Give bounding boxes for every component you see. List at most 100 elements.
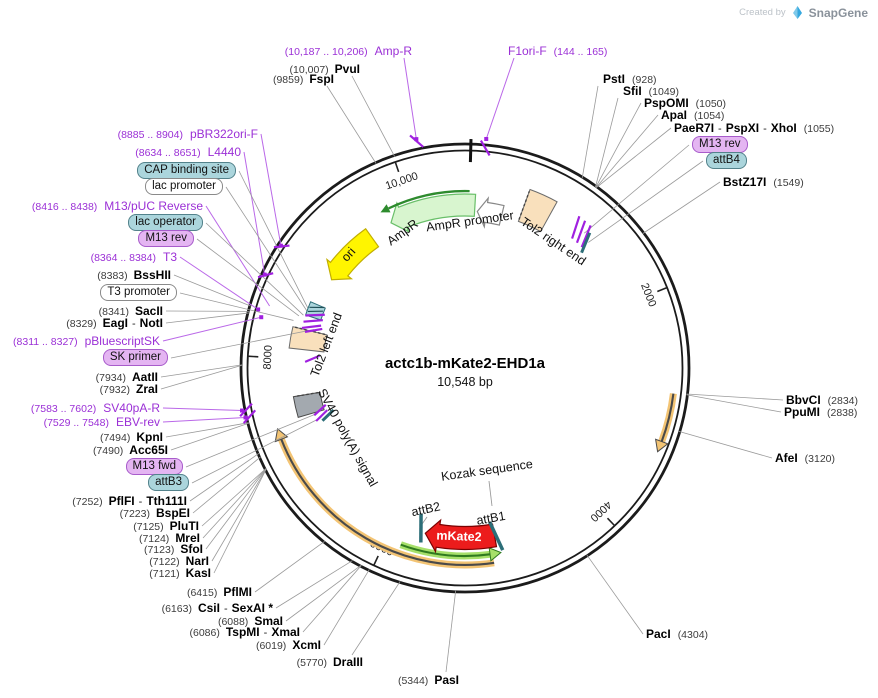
enzyme-label-smai[interactable]: (6088) SmaI [218, 613, 283, 629]
feature-ori[interactable] [326, 227, 380, 281]
enzyme-label-bstz17i[interactable]: BstZ17I (1549) [723, 174, 804, 190]
enzyme-label-sacii[interactable]: (8341) SacII [99, 303, 163, 319]
site-mark-purple-10 [239, 402, 253, 417]
primer-label-l4440[interactable]: (8634 .. 8651) L4440 [135, 144, 241, 160]
enzyme-label-pflfi-tth111i[interactable]: (7252) PflFI - Tth111I [72, 493, 187, 509]
feature-box-label-t3-promoter[interactable]: T3 promoter [100, 284, 177, 301]
leader-line-bstz17i [642, 181, 721, 234]
primer-label-pbluescriptsk[interactable]: (8311 .. 8327) pBluescriptSK [13, 333, 160, 349]
enzyme-label-ppumi[interactable]: PpuMI (2838) [784, 404, 857, 420]
enzyme-label-sfoi[interactable]: (7123) SfoI [144, 541, 203, 557]
feature-mkate2[interactable] [424, 518, 498, 554]
leader-line-cap-binding-site [238, 170, 309, 309]
feature-box-label-cap-binding-site[interactable]: CAP binding site [137, 162, 236, 179]
feature-box-label-lac-operator[interactable]: lac operator [128, 214, 203, 231]
enzyme-name: KasI [185, 566, 211, 580]
enzyme-label-zrai[interactable]: (7932) ZraI [100, 381, 158, 397]
site-position: (3120) [804, 453, 836, 465]
enzyme-label-nari[interactable]: (7122) NarI [149, 553, 209, 569]
site-position: (7121) [149, 568, 180, 580]
enzyme-name: XhoI [770, 121, 797, 135]
site-mark-purple-11 [242, 409, 257, 424]
enzyme-label-apai[interactable]: ApaI (1054) [661, 107, 724, 123]
enzyme-label-kasi[interactable]: (7121) KasI [149, 565, 211, 581]
primer-label-sv40pa-r[interactable]: (7583 .. 7602) SV40pA-R [31, 400, 160, 416]
primer-label-ebv-rev[interactable]: (7529 .. 7548) EBV-rev [44, 414, 160, 430]
site-position: (5344) [397, 675, 429, 687]
feature-box-label-m13-rev[interactable]: M13 rev [138, 230, 194, 247]
enzyme-label-csii-sexai[interactable]: (6163) CsiI - SexAI * [162, 600, 273, 616]
leader-line-zrai [160, 364, 243, 390]
feature-box-label-attb3[interactable]: attB3 [148, 474, 189, 491]
primer-label-m13-puc-reverse[interactable]: (8416 .. 8438) M13/pUC Reverse [32, 198, 203, 214]
enzyme-label-pasi[interactable]: (5344) PasI [398, 672, 459, 688]
feature-tol2-left-end[interactable] [288, 326, 328, 353]
enzyme-label-pflmi[interactable]: (6415) PflMI [187, 584, 252, 600]
enzyme-label-bbvci[interactable]: BbvCI (2834) [786, 392, 858, 408]
enzyme-label-afei[interactable]: AfeI (3120) [775, 450, 835, 466]
leader-line-pbluescriptsk [162, 316, 262, 342]
enzyme-name: ApaI [661, 108, 688, 122]
primer-range: (8364 .. 8384) [90, 252, 156, 264]
enzyme-label-paci[interactable]: PacI (4304) [646, 626, 708, 642]
site-mark-teal-3 [580, 232, 592, 254]
feature-box-label-m13-rev[interactable]: M13 rev [692, 136, 748, 153]
feature-box-label-sk-primer[interactable]: SK primer [102, 349, 168, 366]
feature-box-label-m13-fwd[interactable]: M13 fwd [125, 458, 183, 475]
enzyme-label-bspei[interactable]: (7223) BspEI [120, 505, 190, 521]
leader-line-sk-primer [170, 329, 314, 359]
feature-label-attb1: attB1 [475, 509, 506, 528]
site-position: (6415) [186, 587, 218, 599]
feature-ampr-promoter[interactable] [476, 196, 505, 229]
leader-line-attb3 [191, 417, 322, 484]
leader-line-eagi-noti [165, 312, 249, 324]
site-mark-purple-7 [305, 313, 325, 317]
enzyme-label-draiii[interactable]: (5770) DraIII [297, 654, 363, 670]
primer-site-dot-f1ori-f [484, 136, 489, 141]
enzyme-label-aatii[interactable]: (7934) AatII [96, 369, 158, 385]
leader-line-l4440 [243, 151, 266, 275]
enzyme-label-paer7i-pspxi-xhoi[interactable]: PaeR7I - PspXI - XhoI (1055) [674, 120, 834, 136]
enzyme-label-sfii[interactable]: SfiI (1049) [623, 83, 679, 99]
primer-label-pbr322ori-f[interactable]: (8885 .. 8904) pBR322ori-F [118, 126, 258, 142]
feature-sv40-polya-signal[interactable] [292, 391, 325, 419]
leader-line-afei [678, 430, 773, 459]
enzyme-label-fspi[interactable]: (9859) FspI [273, 71, 334, 87]
enzyme-label-eagi-noti[interactable]: (8329) EagI - NotI [66, 315, 163, 331]
enzyme-label-mrei[interactable]: (7124) MreI [139, 530, 200, 546]
enzyme-label-acc65i[interactable]: (7490) Acc65I [93, 442, 168, 458]
site-mark-purple-4 [273, 244, 290, 249]
enzyme-label-xcmi[interactable]: (6019) XcmI [256, 637, 321, 653]
site-position: (6088) [217, 616, 249, 628]
leader-line-smai [285, 564, 362, 622]
site-position: (2838) [827, 407, 858, 419]
leader-line-ebv-rev [162, 416, 246, 423]
leader-line-m13-fwd [185, 414, 315, 468]
site-mark-purple-0 [409, 134, 424, 148]
enzyme-label-tspmi-xmai[interactable]: (6086) TspMI - XmaI [190, 624, 301, 640]
primer-range: (10,187 .. 10,206) [284, 46, 368, 58]
feature-box-label-lac-promoter[interactable]: lac promoter [145, 178, 223, 195]
enzyme-name: SexAI * [231, 601, 273, 615]
leader-line-m13-puc-reverse [205, 205, 271, 307]
enzyme-label-kpni[interactable]: (7494) KpnI [100, 429, 163, 445]
feature-ampr-gene-line-arrowhead [380, 204, 391, 213]
primer-label-t3[interactable]: (8364 .. 8384) T3 [91, 249, 177, 265]
primer-label-f1ori-f[interactable]: F1ori-F (144 .. 165) [508, 43, 607, 59]
watermark-prefix: Created by [739, 7, 786, 18]
tick-10-000 [394, 161, 400, 173]
leader-line-csii-sexai [275, 560, 353, 609]
enzyme-label-pvui[interactable]: (10,007) PvuI [290, 61, 360, 77]
site-position: (1054) [694, 110, 725, 122]
primer-range: (7529 .. 7548) [43, 417, 109, 429]
feature-tol2-right-end[interactable] [517, 188, 558, 233]
primer-label-amp-r[interactable]: (10,187 .. 10,206) Amp-R [285, 43, 412, 59]
feature-box-label-attb4[interactable]: attB4 [706, 152, 747, 169]
enzyme-label-bsshii[interactable]: (8383) BssHII [97, 267, 171, 283]
enzyme-label-psti[interactable]: PstI (928) [603, 71, 657, 87]
enzyme-label-pluti[interactable]: (7125) PluTI [133, 518, 199, 534]
feature-ampr-cds[interactable] [390, 193, 477, 233]
site-mark-purple-2 [571, 215, 581, 239]
enzyme-label-pspomi[interactable]: PspOMI (1050) [644, 95, 726, 111]
enzyme-name: PasI [434, 673, 459, 687]
